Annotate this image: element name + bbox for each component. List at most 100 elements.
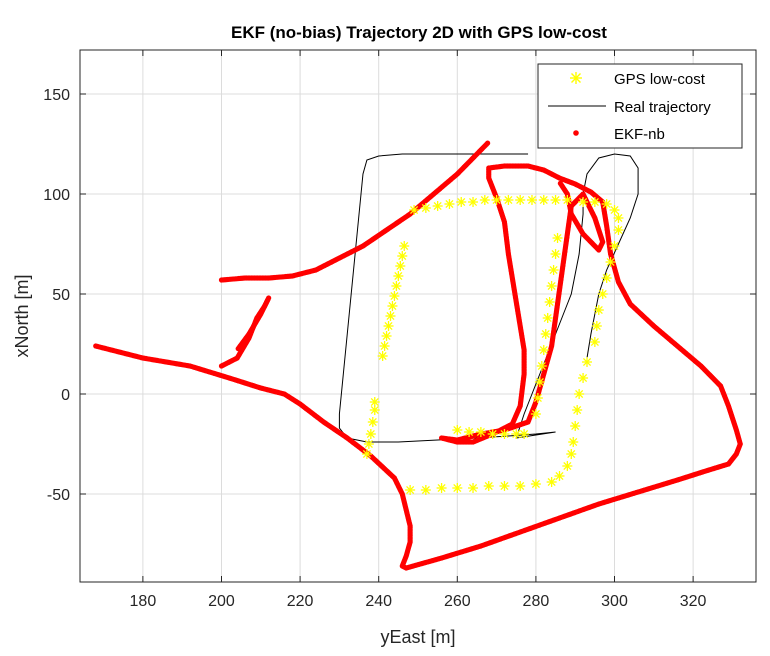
ekf-point [485,140,491,146]
gps-point [387,301,398,311]
gps-point [395,261,406,271]
gps-point [503,195,514,205]
gps-point [483,481,494,491]
x-axis-label: yEast [m] [380,627,455,647]
gps-point [420,203,431,213]
series-layer [93,140,743,571]
x-tick-label: 280 [523,593,550,610]
gps-point [519,429,530,439]
gps-point [397,251,408,261]
gps-point [487,429,498,439]
gps-point [499,429,510,439]
gps-point [613,225,624,235]
gps-point [363,439,374,449]
x-tick-label: 220 [287,593,314,610]
gps-point [593,305,604,315]
series-ekf-nb [93,140,743,571]
gps-point [562,461,573,471]
gps-point [361,449,372,459]
legend-label-real: Real trajectory [614,99,711,116]
gps-point [544,297,555,307]
gps-point [542,313,553,323]
gps-point [365,429,376,439]
gps-point [589,197,600,207]
gps-point [530,479,541,489]
gps-point [582,357,592,367]
gps-point [574,389,585,399]
gps-point [538,345,549,355]
series-real-trajectory-line [338,153,639,443]
gps-point [609,205,620,215]
gps-point [377,351,388,361]
x-tick-label: 300 [601,593,628,610]
x-tick-label: 180 [130,593,157,610]
gps-point [554,471,565,481]
gps-point [385,311,396,321]
gps-point [409,205,420,215]
gps-point [601,273,612,283]
series-gps-low-cost [361,195,624,495]
gps-point [536,361,547,371]
gps-point [578,373,589,383]
gps-point [552,233,563,243]
gps-point [578,197,589,207]
gps-point [532,393,543,403]
ekf-point [235,346,241,352]
legend-label-gps: GPS low-cost [614,71,706,88]
y-tick-label: 0 [61,387,70,404]
gps-point [550,195,561,205]
gps-point [399,241,410,251]
gps-point [468,483,479,493]
gps-point [568,437,579,447]
gps-point [369,397,380,407]
gps-point [605,257,616,267]
gps-point [381,331,392,341]
x-tick-label: 320 [680,593,707,610]
legend-marker-ekf [573,130,579,136]
gps-point [548,265,559,275]
y-tick-label: -50 [47,487,70,504]
chart-title: EKF (no-bias) Trajectory 2D with GPS low… [231,23,607,42]
gps-point [367,417,378,427]
y-axis-label: xNorth [m] [12,274,32,357]
gps-point [566,449,577,459]
gps-point [591,321,602,331]
grid-lines [80,50,756,582]
x-tick-label: 240 [365,593,392,610]
gps-point [405,485,416,495]
x-tick-label: 200 [208,593,235,610]
gps-point [550,249,561,259]
gps-point [534,377,545,387]
gps-point [613,213,624,223]
gps-point [546,477,557,487]
gps-point [570,421,581,431]
gps-point [601,199,612,209]
x-tick-label: 260 [444,593,471,610]
gps-point [444,199,455,209]
legend-label-ekf: EKF-nb [614,126,665,143]
gps-point [464,427,475,437]
gps-point [515,195,526,205]
plot-frame [79,49,757,583]
gps-point [572,405,583,415]
gps-point [515,481,526,491]
gps-point [468,197,479,207]
gps-point [393,271,404,281]
y-tick-label: 150 [43,87,70,104]
gps-point [526,195,537,205]
gps-point [389,291,400,301]
legend: GPS low-cost Real trajectory EKF-nb [537,63,743,149]
axis-ticks: 180 200 220 240 260 280 300 320 -50 0 50 100 150 [43,50,756,610]
gps-point [562,195,573,205]
gps-point [420,485,431,495]
gps-point [609,241,620,251]
gps-point [589,337,600,347]
gps-point [530,409,541,419]
gps-point [452,483,463,493]
legend-marker-gps [570,72,582,84]
gps-point [546,281,557,291]
y-tick-label: 50 [52,287,70,304]
gps-point [499,481,510,491]
y-tick-label: 100 [43,187,70,204]
